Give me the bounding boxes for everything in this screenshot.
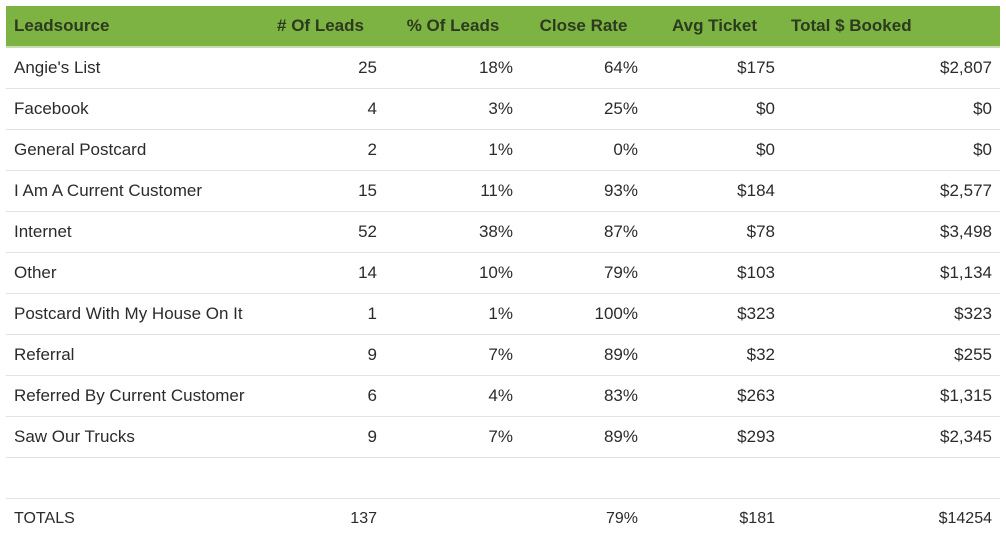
cell-total-booked: $0	[973, 139, 992, 159]
cell-leadsource: Saw Our Trucks	[14, 426, 135, 446]
cell-avg-ticket: $103	[737, 262, 775, 282]
cell-close-rate: 79%	[603, 262, 638, 282]
cell-avg-ticket: $32	[746, 344, 775, 364]
cell-num-leads: 9	[367, 344, 377, 364]
cell-leadsource: Internet	[14, 221, 72, 241]
table-body: Angie's List 25 18% 64% $175 $2,807 Face…	[6, 47, 1000, 539]
cell-total-booked: $2,807	[940, 57, 992, 77]
table-row: Internet 52 38% 87% $78 $3,498	[6, 211, 1000, 252]
cell-leadsource: Referral	[14, 344, 75, 364]
cell-pct-leads: 4%	[488, 385, 513, 405]
cell-num-leads: 9	[367, 426, 377, 446]
cell-close-rate: 87%	[603, 221, 638, 241]
table-row: Saw Our Trucks 9 7% 89% $293 $2,345	[6, 416, 1000, 457]
table-row: I Am A Current Customer 15 11% 93% $184 …	[6, 170, 1000, 211]
cell-total-booked: $255	[954, 344, 992, 364]
spacer-cell	[6, 457, 1000, 498]
table-header: Leadsource # Of Leads % Of Leads Close R…	[6, 6, 1000, 47]
cell-leadsource: Other	[14, 262, 57, 282]
header-total-booked[interactable]: Total $ Booked	[791, 16, 912, 35]
cell-num-leads: 14	[358, 262, 377, 282]
cell-avg-ticket: $184	[737, 180, 775, 200]
cell-pct-leads: 10%	[478, 262, 513, 282]
cell-avg-ticket: $323	[737, 303, 775, 323]
cell-pct-leads: 1%	[488, 303, 513, 323]
header-avg-ticket[interactable]: Avg Ticket	[671, 16, 758, 35]
cell-close-rate: 100%	[594, 303, 638, 323]
totals-label: TOTALS	[14, 509, 75, 527]
cell-close-rate: 0%	[613, 139, 638, 159]
totals-close-rate: 79%	[605, 509, 638, 527]
table-row: Postcard With My House On It 1 1% 100% $…	[6, 293, 1000, 334]
table-row: Other 14 10% 79% $103 $1,134	[6, 252, 1000, 293]
header-close-rate[interactable]: Close Rate	[539, 16, 628, 35]
cell-avg-ticket: $78	[746, 221, 775, 241]
cell-num-leads: 1	[367, 303, 377, 323]
cell-leadsource: Angie's List	[14, 57, 101, 77]
totals-total-booked: $14254	[938, 509, 992, 527]
header-leadsource[interactable]: Leadsource	[14, 16, 110, 35]
cell-close-rate: 64%	[603, 57, 638, 77]
cell-leadsource: Postcard With My House On It	[14, 303, 243, 323]
totals-pct-leads	[385, 498, 521, 539]
cell-total-booked: $2,577	[940, 180, 992, 200]
table-row: General Postcard 2 1% 0% $0 $0	[6, 129, 1000, 170]
cell-close-rate: 25%	[603, 98, 638, 118]
cell-total-booked: $323	[954, 303, 992, 323]
cell-total-booked: $1,315	[940, 385, 992, 405]
cell-num-leads: 52	[358, 221, 377, 241]
cell-pct-leads: 3%	[488, 98, 513, 118]
cell-avg-ticket: $175	[737, 57, 775, 77]
cell-pct-leads: 7%	[488, 344, 513, 364]
cell-num-leads: 4	[367, 98, 377, 118]
totals-num-leads: 137	[350, 509, 377, 527]
cell-num-leads: 25	[358, 57, 377, 77]
cell-num-leads: 2	[367, 139, 377, 159]
header-row: Leadsource # Of Leads % Of Leads Close R…	[6, 6, 1000, 47]
cell-pct-leads: 7%	[488, 426, 513, 446]
table-row: Referred By Current Customer 6 4% 83% $2…	[6, 375, 1000, 416]
cell-pct-leads: 1%	[488, 139, 513, 159]
cell-pct-leads: 38%	[478, 221, 513, 241]
cell-leadsource: Referred By Current Customer	[14, 385, 245, 405]
cell-close-rate: 89%	[603, 426, 638, 446]
header-num-leads[interactable]: # Of Leads	[277, 16, 364, 35]
cell-pct-leads: 18%	[478, 57, 513, 77]
cell-close-rate: 83%	[603, 385, 638, 405]
leadsource-report: Leadsource # Of Leads % Of Leads Close R…	[6, 6, 1000, 539]
cell-num-leads: 6	[367, 385, 377, 405]
totals-row: TOTALS 137 79% $181 $14254	[6, 498, 1000, 539]
leadsource-table: Leadsource # Of Leads % Of Leads Close R…	[6, 6, 1000, 539]
header-pct-leads[interactable]: % Of Leads	[406, 16, 500, 35]
cell-total-booked: $0	[973, 98, 992, 118]
cell-num-leads: 15	[358, 180, 377, 200]
spacer-row	[6, 457, 1000, 498]
table-row: Referral 9 7% 89% $32 $255	[6, 334, 1000, 375]
cell-leadsource: General Postcard	[14, 139, 147, 159]
table-row: Facebook 4 3% 25% $0 $0	[6, 88, 1000, 129]
cell-close-rate: 89%	[603, 344, 638, 364]
totals-avg-ticket: $181	[739, 509, 775, 527]
cell-total-booked: $1,134	[940, 262, 992, 282]
cell-pct-leads: 11%	[480, 180, 513, 200]
cell-leadsource: Facebook	[14, 98, 89, 118]
cell-total-booked: $3,498	[940, 221, 992, 241]
cell-avg-ticket: $263	[737, 385, 775, 405]
cell-avg-ticket: $293	[737, 426, 775, 446]
cell-leadsource: I Am A Current Customer	[14, 180, 203, 200]
table-row: Angie's List 25 18% 64% $175 $2,807	[6, 47, 1000, 88]
cell-avg-ticket: $0	[756, 139, 775, 159]
cell-close-rate: 93%	[603, 180, 638, 200]
cell-total-booked: $2,345	[940, 426, 992, 446]
cell-avg-ticket: $0	[756, 98, 775, 118]
